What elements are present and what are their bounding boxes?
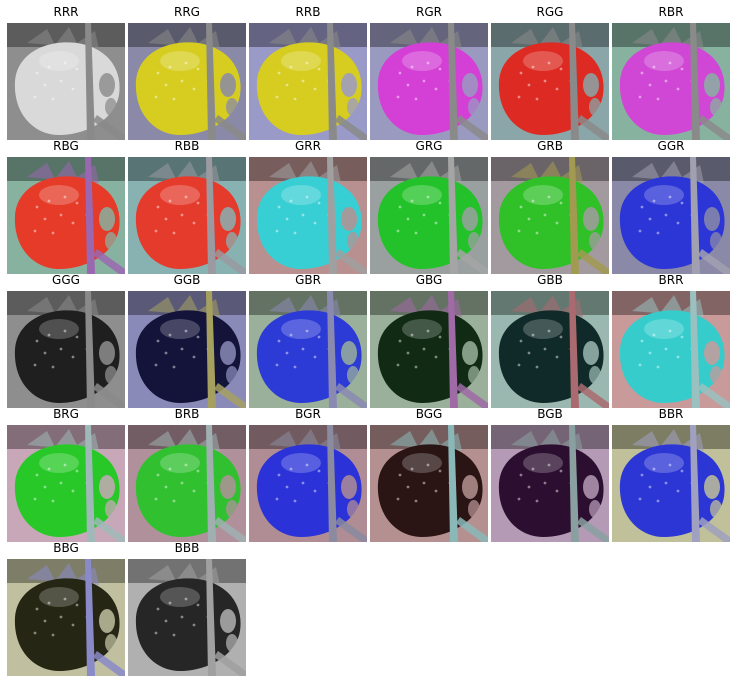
panel-rgr: RGR <box>370 2 488 136</box>
panel-title: GGB <box>128 270 246 290</box>
panel-rrr: RRR <box>7 2 125 136</box>
panel-gbb: GBB <box>491 270 609 404</box>
panel-ggb: GGB <box>128 270 246 404</box>
strawberry-image <box>612 157 730 274</box>
panel-gbg: GBG <box>370 270 488 404</box>
panel-title: BBG <box>7 538 125 558</box>
panel-title: BGG <box>370 404 488 424</box>
panel-grr: GRR <box>249 136 367 270</box>
strawberry-image <box>128 425 246 542</box>
strawberry-image <box>7 559 125 676</box>
strawberry-image <box>370 425 488 542</box>
panel-title: BBB <box>128 538 246 558</box>
strawberry-image <box>491 157 609 274</box>
panel-bgg: BGG <box>370 404 488 538</box>
strawberry-image <box>249 157 367 274</box>
panel-title: GRR <box>249 136 367 156</box>
strawberry-image <box>7 291 125 408</box>
panel-bbr: BBR <box>612 404 730 538</box>
strawberry-image <box>249 291 367 408</box>
panel-ggr: GGR <box>612 136 730 270</box>
panel-brg: BRG <box>7 404 125 538</box>
panel-title: RRR <box>7 2 125 22</box>
strawberry-image <box>491 291 609 408</box>
panel-bgb: BGB <box>491 404 609 538</box>
strawberry-image <box>7 157 125 274</box>
panel-ggg: GGG <box>7 270 125 404</box>
panel-title: RGG <box>491 2 609 22</box>
panel-brb: BRB <box>128 404 246 538</box>
panel-title: BRG <box>7 404 125 424</box>
strawberry-image <box>370 157 488 274</box>
strawberry-image <box>249 425 367 542</box>
strawberry-image <box>612 291 730 408</box>
panel-title: RBR <box>612 2 730 22</box>
panel-title: GRB <box>491 136 609 156</box>
strawberry-image <box>491 425 609 542</box>
strawberry-image <box>612 23 730 140</box>
panel-bbb: BBB <box>128 538 246 672</box>
panel-title: RRB <box>249 2 367 22</box>
strawberry-image <box>7 23 125 140</box>
panel-title: GGR <box>612 136 730 156</box>
panel-title: RGR <box>370 2 488 22</box>
panel-title: BBR <box>612 404 730 424</box>
panel-rbg: RBG <box>7 136 125 270</box>
panel-rrb: RRB <box>249 2 367 136</box>
strawberry-image <box>612 425 730 542</box>
panel-title: BRB <box>128 404 246 424</box>
strawberry-image <box>370 23 488 140</box>
panel-rbb: RBB <box>128 136 246 270</box>
panel-title: RBB <box>128 136 246 156</box>
strawberry-image <box>128 559 246 676</box>
panel-grg: GRG <box>370 136 488 270</box>
strawberry-image <box>128 23 246 140</box>
panel-bbg: BBG <box>7 538 125 672</box>
panel-title: GRG <box>370 136 488 156</box>
strawberry-image <box>7 425 125 542</box>
strawberry-image <box>370 291 488 408</box>
strawberry-image <box>128 157 246 274</box>
panel-rgg: RGG <box>491 2 609 136</box>
panel-title: GBB <box>491 270 609 290</box>
strawberry-image <box>249 23 367 140</box>
panel-brr: BRR <box>612 270 730 404</box>
panel-title: RRG <box>128 2 246 22</box>
panel-rbr: RBR <box>612 2 730 136</box>
panel-title: BRR <box>612 270 730 290</box>
strawberry-image <box>128 291 246 408</box>
panel-title: BGR <box>249 404 367 424</box>
panel-rrg: RRG <box>128 2 246 136</box>
panel-title: GGG <box>7 270 125 290</box>
strawberry-image <box>491 23 609 140</box>
panel-title: RBG <box>7 136 125 156</box>
panel-bgr: BGR <box>249 404 367 538</box>
panel-grb: GRB <box>491 136 609 270</box>
panel-gbr: GBR <box>249 270 367 404</box>
panel-title: GBG <box>370 270 488 290</box>
panel-title: GBR <box>249 270 367 290</box>
panel-title: BGB <box>491 404 609 424</box>
